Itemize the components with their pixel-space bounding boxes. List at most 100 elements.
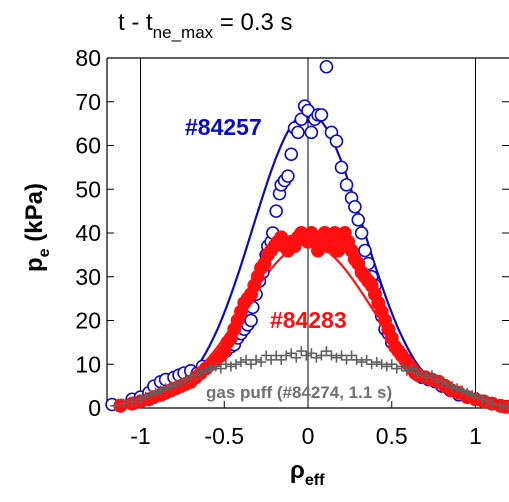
data-point-series-2 <box>356 357 367 368</box>
data-point-series-0 <box>269 204 283 218</box>
data-point-series-2 <box>416 370 427 381</box>
data-point-series-2 <box>437 376 447 387</box>
y-axis: 0 10 20 30 40 50 60 70 80 <box>75 45 509 421</box>
y-axis-label: pe (kPa) <box>21 183 53 272</box>
data-point-series-2 <box>477 394 488 405</box>
data-point-series-0 <box>319 59 334 74</box>
data-point-series-2 <box>376 359 387 370</box>
data-point-series-2 <box>118 398 129 409</box>
data-point-series-2 <box>316 350 327 361</box>
series-label-84283: #84283 <box>270 307 347 333</box>
x-tick-label: -0.5 <box>204 423 244 449</box>
y-axis-label-suffix: (kPa) <box>21 183 48 248</box>
y-tick-label: 50 <box>75 176 101 202</box>
series-label-84257: #84257 <box>185 114 262 140</box>
data-point-series-2 <box>170 378 181 389</box>
data-point-series-2 <box>296 346 307 357</box>
x-axis-label-subscript: eff <box>305 472 325 489</box>
data-point-series-2 <box>210 361 221 372</box>
data-point-series-2 <box>291 352 302 363</box>
y-tick-label: 0 <box>88 395 101 421</box>
data-point-series-2 <box>462 387 473 398</box>
data-point-series-2 <box>236 357 246 368</box>
data-point-series-2 <box>321 346 332 357</box>
data-point-series-0 <box>354 226 369 240</box>
data-point-series-2 <box>185 372 196 383</box>
data-point-series-2 <box>447 381 458 392</box>
x-axis: -1 -0.5 0 0.5 1 <box>130 401 482 449</box>
data-points <box>105 59 509 414</box>
data-point-series-0 <box>329 134 344 148</box>
data-point-series-2 <box>175 376 186 387</box>
data-point-series-2 <box>205 363 216 374</box>
data-point-series-2 <box>391 363 402 374</box>
x-tick-label: 0 <box>302 423 315 449</box>
data-point-series-2 <box>396 361 407 372</box>
y-tick-label: 70 <box>75 89 101 115</box>
data-point-series-2 <box>386 359 397 370</box>
data-point-series-2 <box>165 381 176 392</box>
data-point-series-2 <box>110 400 121 411</box>
x-tick-label: -1 <box>130 423 150 449</box>
y-axis-label-subscript: e <box>36 248 53 257</box>
data-point-series-0 <box>358 243 372 258</box>
data-point-series-2 <box>195 368 206 378</box>
data-point-series-2 <box>256 357 267 368</box>
data-point-series-2 <box>281 350 292 361</box>
data-point-series-0 <box>281 169 295 183</box>
data-point-series-2 <box>311 352 322 363</box>
data-point-series-2 <box>472 392 483 403</box>
x-tick-label: 1 <box>469 423 482 449</box>
data-point-series-2 <box>200 365 211 376</box>
data-point-series-2 <box>411 368 422 378</box>
data-point-series-2 <box>135 394 146 405</box>
y-tick-label: 80 <box>75 45 101 71</box>
data-point-series-0 <box>304 125 319 140</box>
data-point-series-2 <box>366 359 377 370</box>
data-point-series-2 <box>271 350 282 361</box>
data-point-series-2 <box>266 354 277 365</box>
x-tick-label: 0.5 <box>376 423 408 449</box>
data-point-series-2 <box>326 350 337 361</box>
chart-title-subscript: ne_max <box>153 23 214 42</box>
data-point-series-0 <box>314 108 329 122</box>
data-point-series-2 <box>351 354 362 365</box>
data-point-series-2 <box>381 361 392 372</box>
data-point-series-2 <box>140 392 151 403</box>
data-point-series-2 <box>442 378 453 389</box>
data-point-series-0 <box>244 313 258 328</box>
data-point-series-2 <box>426 370 437 381</box>
data-point-series-2 <box>225 361 236 372</box>
data-point-series-2 <box>331 352 342 363</box>
data-point-series-2 <box>261 350 272 361</box>
data-point-series-0 <box>351 213 366 227</box>
data-point-series-2 <box>230 359 241 370</box>
data-point-series-2 <box>495 400 506 411</box>
y-tick-label: 20 <box>75 308 101 334</box>
data-point-series-2 <box>406 363 417 374</box>
data-point-series-2 <box>487 398 498 409</box>
y-axis-label-base: p <box>21 257 48 272</box>
data-point-series-2 <box>150 387 161 398</box>
data-point-series-2 <box>421 372 432 383</box>
data-point-series-2 <box>346 350 357 361</box>
data-point-series-2 <box>401 365 412 376</box>
chart-title-suffix: = 0.3 s <box>213 9 292 36</box>
data-point-series-2 <box>361 354 372 365</box>
data-point-series-2 <box>180 374 191 385</box>
x-axis-label: ρeff <box>290 457 325 489</box>
data-point-series-2 <box>276 354 287 365</box>
y-tick-label: 10 <box>75 351 101 377</box>
data-point-series-2 <box>301 350 312 361</box>
chart-title: t - tne_max = 0.3 s <box>118 9 293 42</box>
data-point-series-2 <box>371 357 382 368</box>
data-point-series-2 <box>127 396 138 407</box>
y-tick-label: 40 <box>75 220 101 246</box>
data-point-series-2 <box>306 348 317 359</box>
data-point-series-0 <box>284 147 299 162</box>
y-tick-label: 60 <box>75 133 101 159</box>
data-point-series-2 <box>431 374 442 385</box>
data-point-series-2 <box>190 370 201 381</box>
